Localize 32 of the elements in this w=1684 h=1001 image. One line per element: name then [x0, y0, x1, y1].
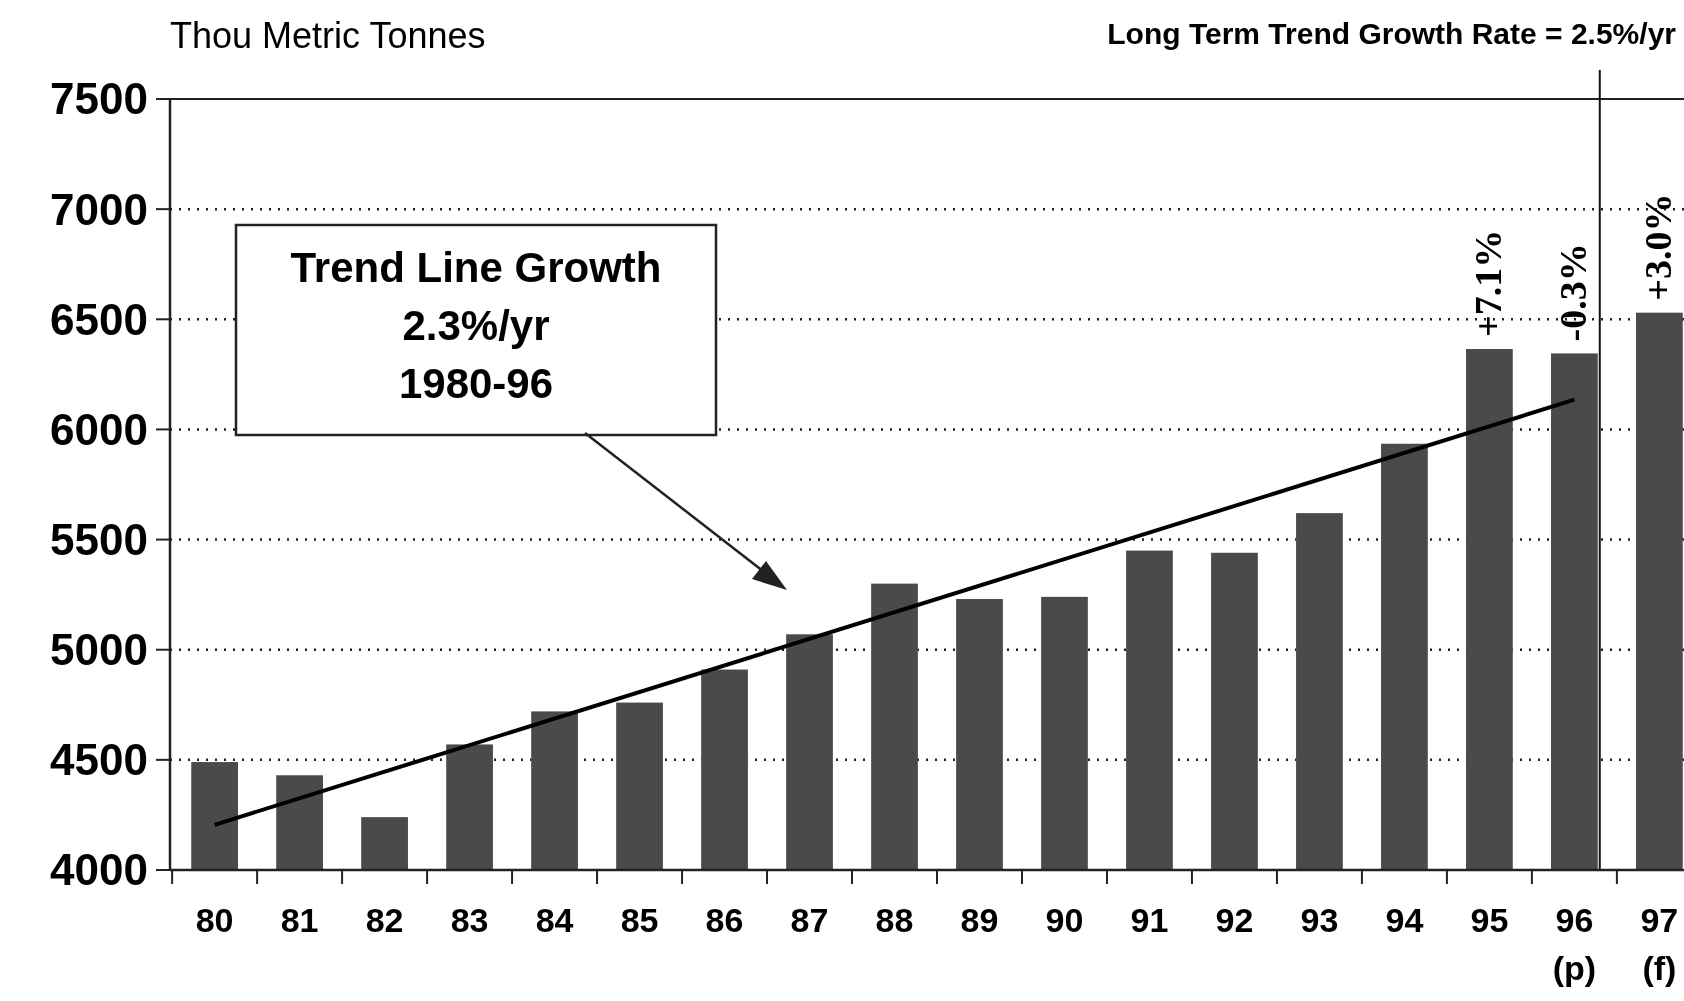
- y-tick-label: 5500: [50, 514, 148, 564]
- y-axis-title: Thou Metric Tonnes: [170, 15, 486, 56]
- x-tick-label: 89: [960, 901, 999, 939]
- x-tick-label: 80: [195, 901, 234, 939]
- y-tick-label: 7000: [50, 184, 148, 234]
- annotation: +7.1%: [1467, 229, 1510, 338]
- x-tick-label: 88: [875, 901, 914, 939]
- chart-subtitle: Long Term Trend Growth Rate = 2.5%/yr: [1107, 17, 1677, 50]
- x-tick-label: 96 (p): [1552, 901, 1597, 987]
- x-tick-label: 94: [1385, 901, 1424, 939]
- annotation: Trend Line Growth 2.3%/yr 1980-96: [290, 244, 662, 407]
- x-tick-label: 95: [1470, 901, 1509, 939]
- y-tick-label: 4500: [50, 735, 148, 785]
- y-tick-label: 6000: [50, 404, 148, 454]
- x-tick-label: 91: [1130, 901, 1169, 939]
- y-tick-label: 7500: [50, 74, 148, 124]
- x-tick-label: 83: [450, 901, 489, 939]
- x-tick-label: 84: [535, 901, 574, 939]
- y-tick-label: 5000: [50, 625, 148, 675]
- y-tick-label: 4000: [50, 845, 148, 895]
- x-tick-label: 85: [620, 901, 659, 939]
- x-tick-label: 87: [790, 901, 829, 939]
- annotation: +3.0%: [1637, 193, 1680, 301]
- x-tick-label: 81: [280, 901, 319, 939]
- x-tick-label: 93: [1300, 901, 1339, 939]
- x-tick-label: 97 (f): [1640, 901, 1679, 987]
- x-tick-label: 82: [365, 901, 404, 939]
- x-tick-label: 86: [705, 901, 744, 939]
- annotation: -0.3%: [1552, 243, 1595, 342]
- x-tick-label: 92: [1215, 901, 1254, 939]
- y-tick-label: 6500: [50, 294, 148, 344]
- x-tick-label: 90: [1045, 901, 1084, 939]
